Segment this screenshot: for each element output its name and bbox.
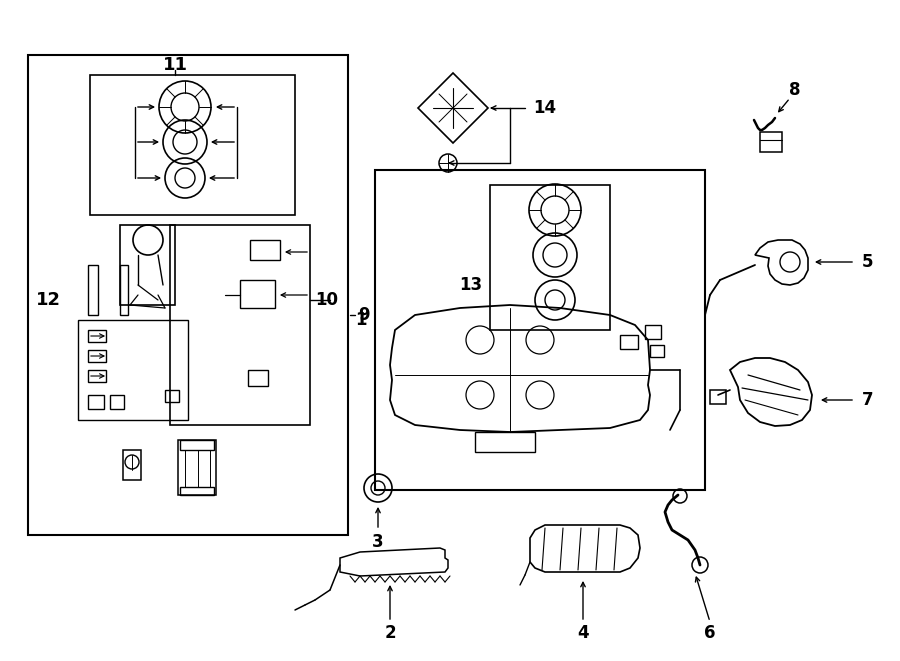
- Bar: [88, 265, 98, 315]
- Bar: [28, 55, 348, 535]
- Bar: [180, 487, 214, 495]
- Bar: [475, 432, 535, 452]
- Bar: [88, 370, 106, 382]
- Bar: [88, 395, 104, 409]
- Bar: [620, 335, 638, 349]
- Text: 9: 9: [358, 306, 370, 324]
- Bar: [120, 225, 175, 305]
- Text: 5: 5: [862, 253, 874, 271]
- Bar: [120, 265, 128, 315]
- Text: 13: 13: [459, 276, 482, 294]
- Bar: [88, 350, 106, 362]
- Bar: [78, 320, 188, 420]
- Bar: [650, 345, 664, 357]
- Text: 10: 10: [315, 291, 338, 309]
- Bar: [760, 132, 782, 152]
- Bar: [248, 370, 268, 386]
- Bar: [88, 330, 106, 342]
- Bar: [645, 325, 661, 339]
- Bar: [178, 440, 216, 495]
- Text: 11: 11: [163, 56, 187, 74]
- Bar: [375, 170, 705, 490]
- Bar: [490, 185, 610, 330]
- Bar: [90, 75, 295, 215]
- Bar: [250, 240, 280, 260]
- Bar: [170, 225, 310, 425]
- Text: 2: 2: [384, 624, 396, 642]
- Bar: [123, 450, 141, 480]
- Bar: [710, 390, 726, 404]
- Bar: [240, 280, 275, 308]
- Text: 7: 7: [862, 391, 874, 409]
- Text: 6: 6: [704, 624, 716, 642]
- Bar: [180, 440, 214, 450]
- Text: 8: 8: [789, 81, 801, 99]
- Text: 14: 14: [534, 99, 556, 117]
- Text: 3: 3: [373, 533, 383, 551]
- Text: 12: 12: [35, 291, 60, 309]
- Bar: [165, 390, 179, 402]
- Text: 4: 4: [577, 624, 589, 642]
- Text: 1: 1: [356, 311, 367, 329]
- Bar: [110, 395, 124, 409]
